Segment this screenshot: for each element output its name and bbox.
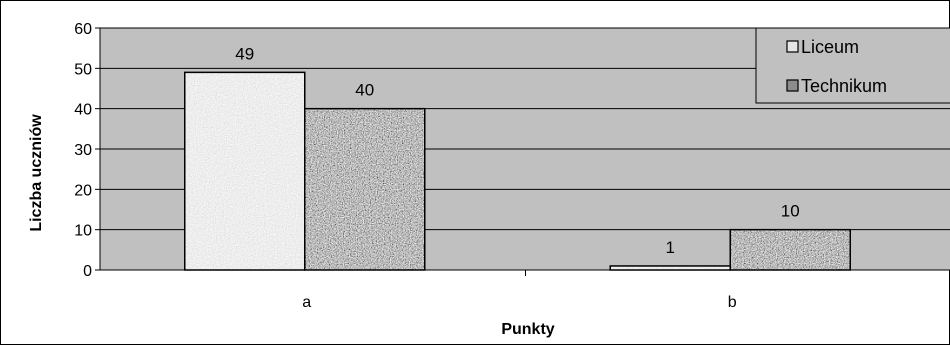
x-tick-label: a (302, 294, 311, 311)
y-tick-label: 60 (74, 21, 92, 38)
data-label-liceum-a: 49 (235, 44, 254, 63)
y-tick-label: 10 (74, 223, 92, 240)
legend: Liceum Technikum (755, 27, 950, 104)
x-axis-title: Punkty (501, 321, 554, 338)
bar-liceum-a (184, 71, 306, 271)
legend-swatch-technikum (786, 79, 799, 92)
y-tick-label: 50 (74, 61, 92, 78)
bars (184, 71, 851, 271)
data-label-liceum-b: 1 (666, 238, 675, 257)
legend-label-liceum: Liceum (801, 37, 859, 57)
data-label-technikum-a: 40 (355, 81, 374, 100)
legend-label-technikum: Technikum (801, 76, 887, 96)
data-label-technikum-b: 10 (781, 202, 800, 221)
y-tick-label: 30 (74, 142, 92, 159)
y-tick-label: 20 (74, 182, 92, 199)
x-tick-label: b (728, 294, 737, 311)
y-axis-title: Liczba uczniów (28, 114, 45, 232)
bar-technikum-a (304, 107, 426, 271)
data-labels: 49 40 1 10 (235, 44, 799, 257)
y-axis-ticks: 0 10 20 30 40 50 60 (74, 21, 100, 280)
bar-technikum-b (729, 228, 851, 271)
legend-swatch-liceum (786, 40, 799, 53)
y-tick-label: 0 (83, 263, 92, 280)
y-tick-label: 40 (74, 102, 92, 119)
